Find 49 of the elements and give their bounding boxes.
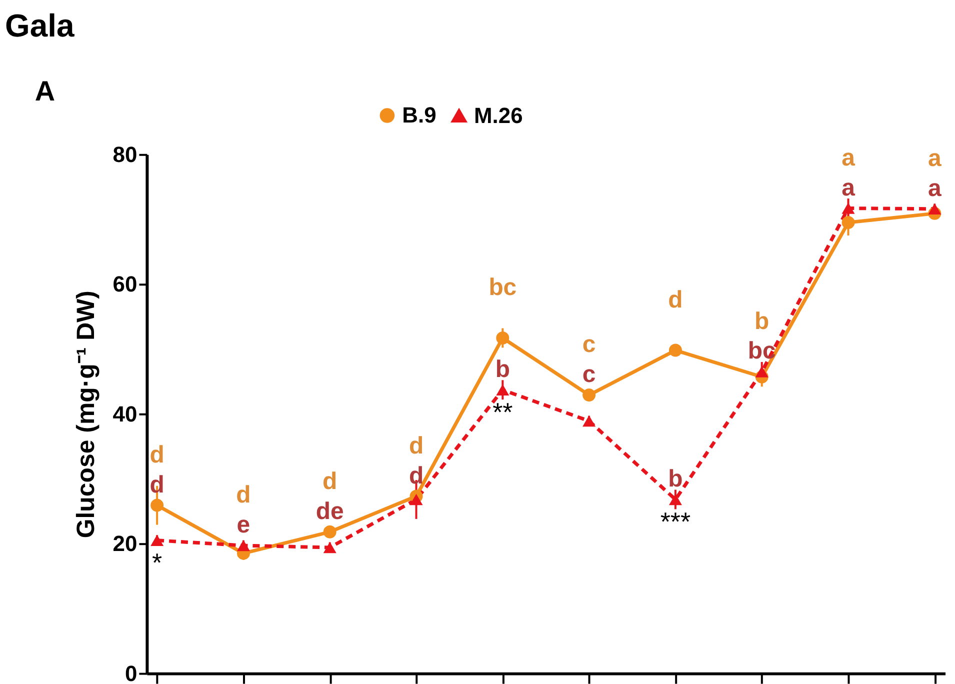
legend-label: B.9 [402,102,436,128]
data-label: b [668,466,683,493]
point [496,384,510,396]
data-label: d [236,482,251,509]
annotation: *** [660,508,691,536]
data-label: bc [488,274,517,302]
y-tick-label: 40 [112,401,138,426]
point [582,415,596,427]
chart-title: Gala [4,8,74,44]
y-tick-label: 60 [112,272,138,297]
y-tick-label: 80 [112,142,138,167]
point [842,202,855,214]
data-label: a [928,174,942,202]
data-label: c [582,361,596,388]
data-label: e [236,512,250,539]
annotation: * [152,549,162,578]
text: A [34,76,56,107]
point [496,331,510,344]
point [668,344,682,357]
point [668,494,682,506]
data-label: b [495,356,510,383]
data-label: a [928,144,942,172]
data-label: d [408,462,424,490]
data-label: d [408,432,424,460]
point [842,216,855,229]
point [323,542,336,554]
data-label: de [316,498,344,525]
annotation: ** [492,398,513,427]
data-label: a [842,174,856,202]
data-label: d [322,468,338,495]
data-label: a [842,144,856,172]
data-label: b [754,308,770,335]
point [236,540,250,552]
point [410,494,423,506]
point [150,534,164,546]
y-axis-title: Glucose (mg·g⁻¹ DW) [72,290,100,538]
point [582,388,596,402]
point [928,203,942,215]
data-label: d [668,286,683,314]
point [150,498,164,512]
point [755,366,768,378]
data-label: d [150,471,164,498]
data-label: d [150,441,164,468]
legend-label: M.26 [474,102,523,128]
data-label: bc [748,338,776,365]
data-label: c [582,331,596,358]
y-tick-label: 0 [125,660,138,684]
point [323,525,336,538]
y-tick-label: 20 [112,531,138,556]
